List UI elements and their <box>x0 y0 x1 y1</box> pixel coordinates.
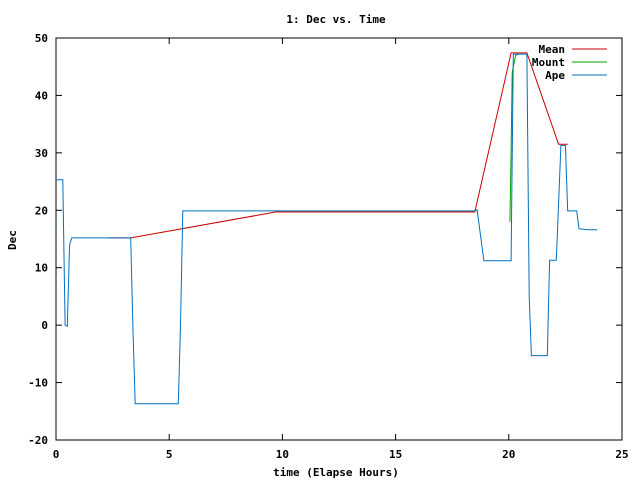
y-axis-ticks: -20 -10 0 10 20 30 40 50 <box>28 32 622 447</box>
x-tick-label: 25 <box>615 448 628 461</box>
y-tick-label: 10 <box>35 262 48 275</box>
y-tick-label: 40 <box>35 89 48 102</box>
plot-frame <box>55 37 623 441</box>
x-tick-label: 0 <box>53 448 60 461</box>
y-tick-label: 0 <box>41 319 48 332</box>
y-tick-label: 30 <box>35 147 48 160</box>
series-line-mean <box>108 52 568 239</box>
y-axis-label: Dec <box>6 230 19 250</box>
x-tick-label: 20 <box>502 448 515 461</box>
legend-label-mean: Mean <box>539 43 566 56</box>
x-tick-label: 15 <box>389 448 402 461</box>
legend-label-mount: Mount <box>532 56 565 69</box>
series-line-ape <box>56 53 598 405</box>
y-tick-label: 50 <box>35 32 48 45</box>
y-tick-label: 20 <box>35 204 48 217</box>
series-line-mount <box>509 53 520 222</box>
series-layer <box>56 52 598 405</box>
x-tick-label: 10 <box>276 448 289 461</box>
chart-title: 1: Dec vs. Time <box>286 13 386 26</box>
legend-label-ape: Ape <box>545 69 565 82</box>
x-tick-label: 5 <box>166 448 173 461</box>
x-axis-label: time (Elapse Hours) <box>273 466 399 479</box>
x-axis-ticks: 0 5 10 15 20 25 <box>53 38 629 461</box>
y-tick-label: -10 <box>28 377 48 390</box>
y-tick-label: -20 <box>28 434 48 447</box>
